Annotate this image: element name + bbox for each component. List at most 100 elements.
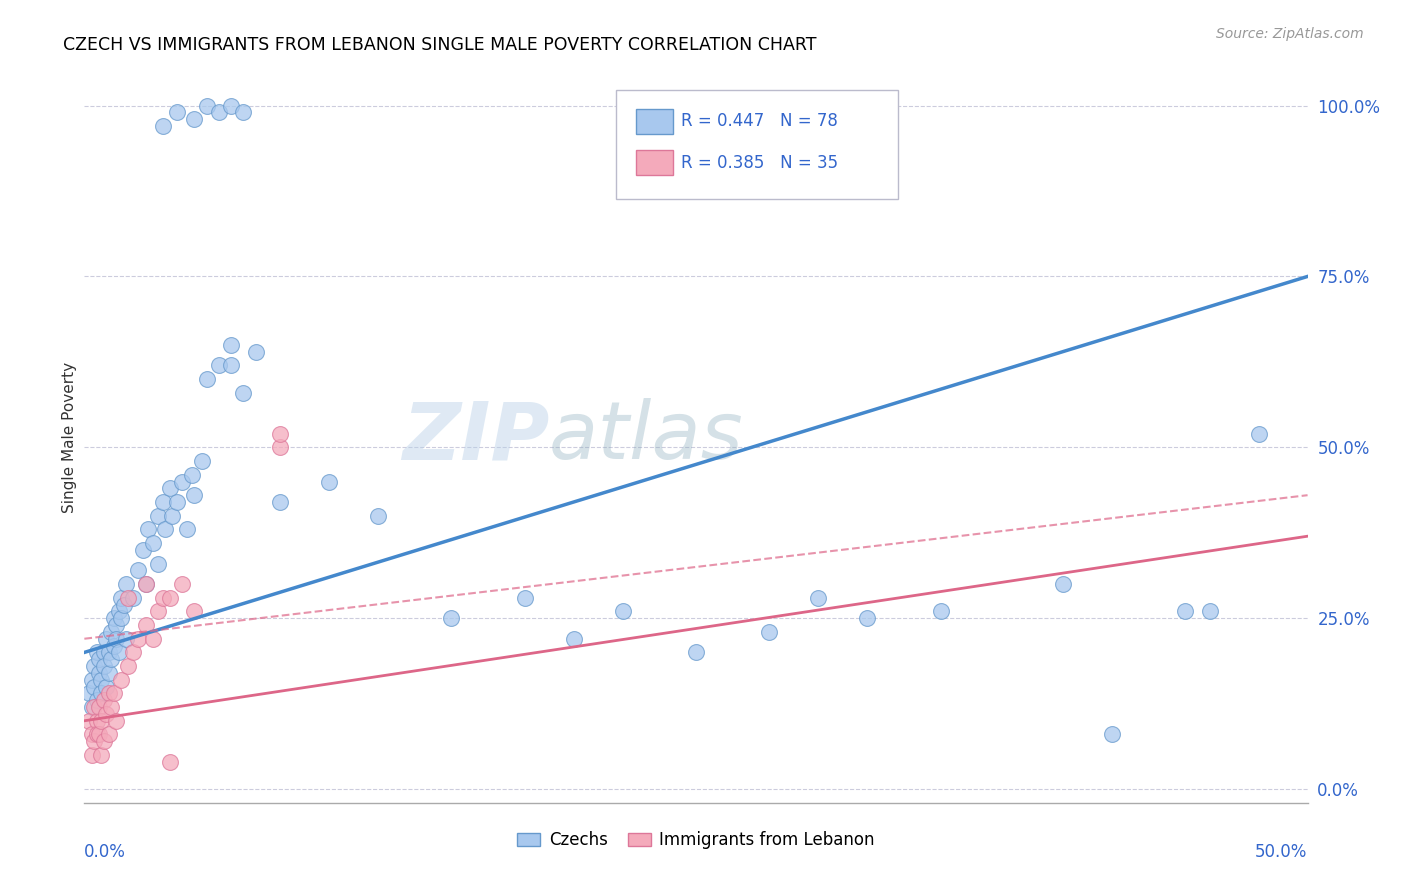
Point — [166, 105, 188, 120]
Point — [1174, 604, 1197, 618]
Point — [86, 714, 108, 728]
Point — [146, 508, 169, 523]
Point — [80, 673, 103, 687]
Point — [232, 105, 254, 120]
Point — [105, 632, 128, 646]
Point — [87, 652, 110, 666]
Point — [807, 591, 830, 605]
Point — [97, 727, 120, 741]
Point — [100, 624, 122, 639]
Point — [117, 659, 139, 673]
Point — [87, 727, 110, 741]
Point — [115, 577, 138, 591]
Point — [135, 618, 157, 632]
Point — [135, 577, 157, 591]
Point — [110, 611, 132, 625]
Point — [440, 611, 463, 625]
FancyBboxPatch shape — [616, 90, 898, 200]
Point — [856, 611, 879, 625]
Point — [93, 659, 115, 673]
Point — [245, 344, 267, 359]
Point — [93, 645, 115, 659]
Point — [208, 105, 231, 120]
Point — [269, 426, 291, 441]
Point — [86, 693, 108, 707]
Point — [183, 604, 205, 618]
Point — [142, 632, 165, 646]
Legend: Czechs, Immigrants from Lebanon: Czechs, Immigrants from Lebanon — [517, 831, 875, 849]
Point — [191, 454, 214, 468]
Text: 0.0%: 0.0% — [84, 843, 127, 861]
Point — [115, 632, 138, 646]
Point — [181, 467, 204, 482]
Point — [513, 591, 536, 605]
Point — [127, 632, 149, 646]
Point — [1052, 577, 1074, 591]
Text: R = 0.447   N = 78: R = 0.447 N = 78 — [682, 112, 838, 130]
Point — [83, 700, 105, 714]
Point — [127, 563, 149, 577]
Point — [96, 680, 118, 694]
Point — [93, 693, 115, 707]
Point — [159, 481, 181, 495]
Point — [93, 734, 115, 748]
Point — [107, 604, 129, 618]
Point — [162, 508, 184, 523]
Point — [219, 98, 242, 112]
Point — [318, 475, 340, 489]
Point — [146, 604, 169, 618]
Point — [80, 727, 103, 741]
Point — [122, 591, 145, 605]
Point — [110, 673, 132, 687]
Point — [166, 495, 188, 509]
Point — [195, 372, 218, 386]
Point — [86, 645, 108, 659]
Point — [90, 686, 112, 700]
Text: R = 0.385   N = 35: R = 0.385 N = 35 — [682, 153, 838, 172]
Point — [219, 338, 242, 352]
Point — [176, 522, 198, 536]
Point — [87, 665, 110, 680]
Point — [152, 495, 174, 509]
Point — [122, 645, 145, 659]
Point — [135, 577, 157, 591]
Point — [172, 475, 194, 489]
Point — [105, 714, 128, 728]
Point — [90, 714, 112, 728]
Point — [1101, 727, 1123, 741]
Point — [97, 645, 120, 659]
Point — [96, 632, 118, 646]
Point — [183, 488, 205, 502]
Point — [100, 652, 122, 666]
Point — [90, 747, 112, 762]
Text: Source: ZipAtlas.com: Source: ZipAtlas.com — [1216, 27, 1364, 41]
Point — [107, 645, 129, 659]
Point — [219, 359, 242, 373]
Point — [685, 645, 707, 659]
Point — [77, 714, 100, 728]
Text: 50.0%: 50.0% — [1256, 843, 1308, 861]
Point — [83, 659, 105, 673]
Point — [612, 604, 634, 618]
Point — [117, 591, 139, 605]
Point — [87, 700, 110, 714]
Point — [90, 673, 112, 687]
Point — [183, 112, 205, 127]
Point — [132, 542, 155, 557]
Text: CZECH VS IMMIGRANTS FROM LEBANON SINGLE MALE POVERTY CORRELATION CHART: CZECH VS IMMIGRANTS FROM LEBANON SINGLE … — [63, 36, 817, 54]
Y-axis label: Single Male Poverty: Single Male Poverty — [62, 361, 77, 513]
Point — [112, 598, 135, 612]
Point — [105, 618, 128, 632]
Point — [100, 700, 122, 714]
Point — [159, 591, 181, 605]
Point — [103, 639, 125, 653]
Point — [152, 119, 174, 133]
Point — [83, 734, 105, 748]
Point — [97, 665, 120, 680]
Point — [929, 604, 952, 618]
Point — [758, 624, 780, 639]
Point — [159, 755, 181, 769]
Point — [232, 385, 254, 400]
Point — [1247, 426, 1270, 441]
Point — [80, 747, 103, 762]
